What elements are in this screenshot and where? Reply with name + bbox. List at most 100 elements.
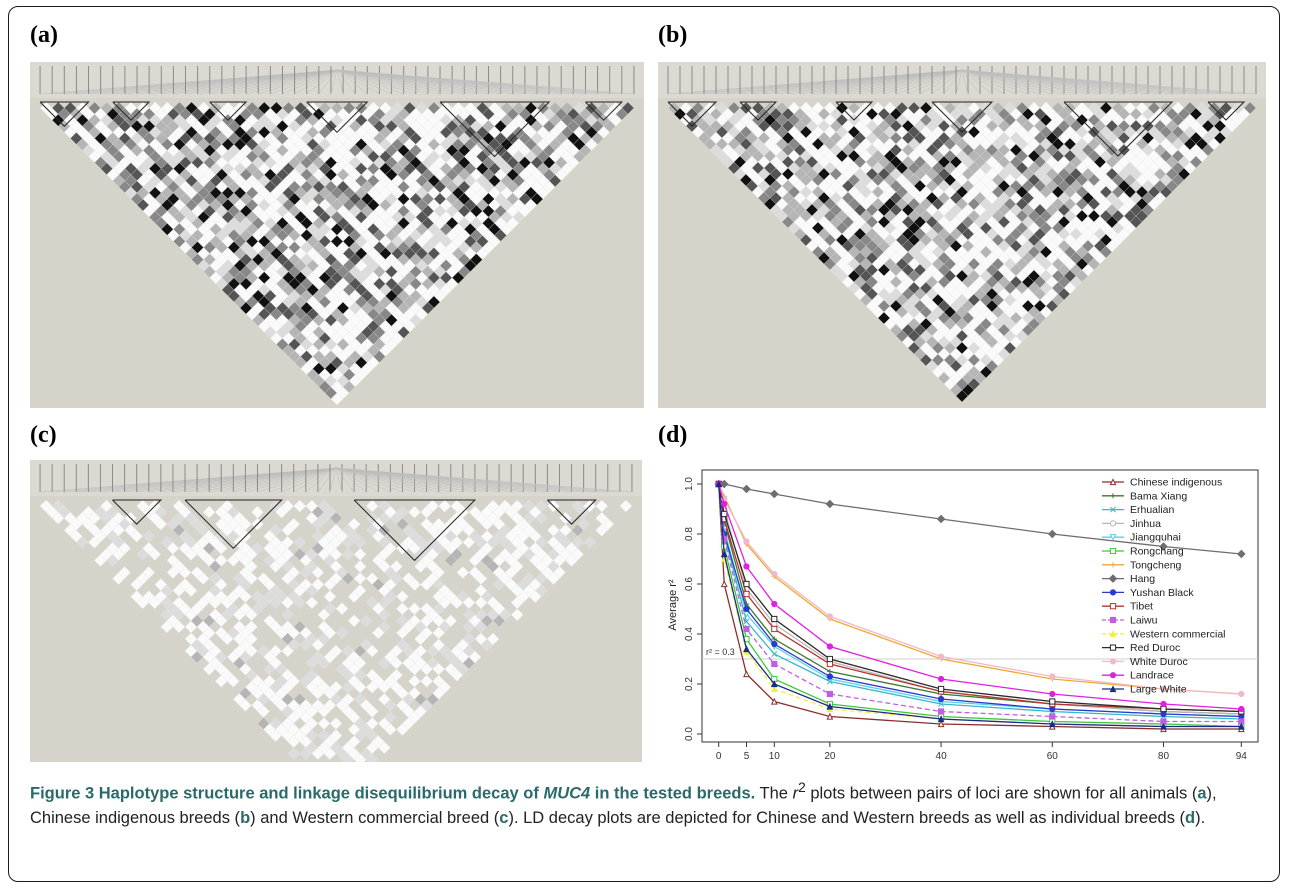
caption-ref-c: c xyxy=(499,808,509,827)
ld-c-cell xyxy=(245,644,258,658)
ld-a-block-outline xyxy=(439,101,551,158)
ld-c-marker-line xyxy=(335,467,475,493)
ld-c-cell xyxy=(329,548,343,561)
ld-c-marker-line xyxy=(136,467,337,493)
ld-b-marker-line xyxy=(919,69,963,95)
ld-b-marker-line xyxy=(931,69,963,95)
data-point xyxy=(771,570,778,578)
ld-c-cell xyxy=(214,542,228,555)
ld-c-cell xyxy=(214,554,228,567)
ld-a-marker-line xyxy=(258,69,338,95)
ld-a-header xyxy=(30,62,644,98)
ld-a-marker-line xyxy=(336,69,477,95)
ld-c-block-outline xyxy=(353,499,477,562)
y-tick-label: 0.0 xyxy=(684,727,695,741)
ld-heatmap-c xyxy=(30,460,642,762)
ld-c-cell xyxy=(202,626,216,640)
ld-c-cell xyxy=(118,542,131,555)
ld-c-cell xyxy=(432,566,445,579)
ld-c-cell xyxy=(462,596,476,609)
ld-c-cell xyxy=(335,626,349,640)
data-point xyxy=(1109,616,1117,624)
x-tick-label: 80 xyxy=(1158,751,1170,762)
ld-a-marker-line xyxy=(282,69,338,95)
ld-c-cell xyxy=(396,590,409,603)
data-point xyxy=(826,660,833,668)
ld-heatmap-a xyxy=(30,62,644,408)
legend-item: Red Duroc xyxy=(1102,642,1180,654)
data-point xyxy=(1049,673,1056,680)
ld-c-marker-line xyxy=(335,467,451,493)
ld-c-cell xyxy=(456,566,470,579)
ld-c-cell xyxy=(353,548,367,561)
ld-c-cell xyxy=(154,505,168,519)
ld-c-cell xyxy=(251,542,264,555)
data-point xyxy=(1048,720,1056,728)
ld-c-cell xyxy=(347,614,361,628)
ld-c-cell xyxy=(287,517,300,531)
ld-c-cell xyxy=(293,499,307,513)
data-point xyxy=(826,613,833,620)
ld-b-marker-line xyxy=(847,69,963,95)
ld-heatmap-a-svg xyxy=(30,62,644,406)
legend-item: White Duroc xyxy=(1102,656,1188,668)
ld-c-cell xyxy=(535,584,548,597)
ld-c-cell xyxy=(396,602,409,615)
ld-c-cell xyxy=(287,674,300,688)
ld-b-marker-line xyxy=(961,69,1077,95)
ld-a-marker-line xyxy=(197,69,338,95)
x-tick-label: 10 xyxy=(769,751,781,762)
ld-c-marker-line xyxy=(335,467,379,493)
ld-c-cell xyxy=(535,499,548,513)
ld-c-marker-line xyxy=(335,467,500,493)
ld-c-cell xyxy=(281,548,294,561)
caption-text-6: ). xyxy=(1195,808,1206,827)
ld-a-marker-line xyxy=(136,69,338,95)
panel-label-c: (c) xyxy=(30,422,57,448)
ld-b-marker-line xyxy=(883,69,963,95)
ld-c-cell xyxy=(196,572,210,585)
ld-c-cell xyxy=(444,614,458,628)
ld-c-cell xyxy=(601,517,615,531)
ld-b-marker-line xyxy=(961,69,1041,95)
ld-b-marker-line xyxy=(835,69,963,95)
ld-b-marker-line xyxy=(871,69,963,95)
ld-c-cell xyxy=(184,584,198,597)
ld-c-cell xyxy=(559,523,572,537)
legend-label: Chinese indigenous xyxy=(1130,477,1222,489)
ld-c-cell xyxy=(329,729,343,742)
legend-label: Yushan Black xyxy=(1130,587,1194,599)
legend-label: Red Duroc xyxy=(1130,642,1180,654)
ld-c-cell xyxy=(353,668,367,682)
ld-c-cell xyxy=(353,680,367,694)
x-tick-label: 0 xyxy=(716,751,722,762)
ld-a-marker-line xyxy=(270,69,338,95)
data-point xyxy=(1160,710,1167,718)
ld-c-cells xyxy=(30,460,642,762)
series-line xyxy=(718,483,1242,723)
ld-a-marker-line xyxy=(336,69,416,95)
data-point xyxy=(1109,534,1117,541)
data-point xyxy=(721,500,728,508)
ld-c-cell xyxy=(172,620,186,634)
ld-c-marker-line xyxy=(184,467,337,493)
caption-sup: 2 xyxy=(798,780,806,795)
ld-c-cell xyxy=(269,523,282,537)
ld-c-cell xyxy=(154,517,168,531)
data-point xyxy=(721,535,728,543)
ld-c-cell xyxy=(214,650,228,664)
ld-a-marker-line xyxy=(336,69,428,95)
ld-c-cell xyxy=(178,566,192,579)
ld-a-marker-line xyxy=(209,69,338,95)
legend-label: Hang xyxy=(1130,573,1155,585)
ld-c-cell xyxy=(486,632,500,646)
data-point xyxy=(770,680,778,688)
data-point xyxy=(743,625,750,633)
legend-item: Landrace xyxy=(1102,670,1174,682)
data-point xyxy=(825,499,835,509)
ld-c-cell xyxy=(384,590,397,603)
ld-c-cell xyxy=(414,644,427,658)
ld-a-marker-line xyxy=(161,69,338,95)
ld-c-cell xyxy=(311,578,325,591)
ld-c-cell xyxy=(281,536,294,549)
